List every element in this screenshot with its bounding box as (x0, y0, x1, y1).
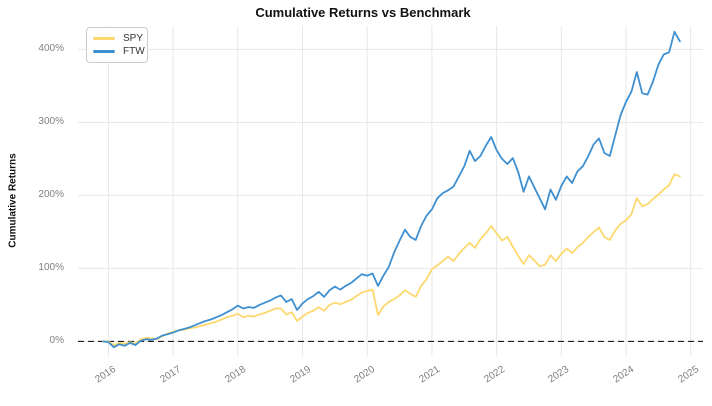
chart-title: Cumulative Returns vs Benchmark (255, 5, 471, 20)
legend-item-ftw[interactable]: FTW (93, 45, 145, 58)
y-tick-label: 300% (38, 116, 64, 128)
legend-label-ftw: FTW (123, 45, 145, 57)
y-tick-label: 200% (38, 189, 64, 201)
legend: SPY FTW (86, 27, 148, 63)
spy-line-swatch-icon (93, 37, 115, 40)
legend-label-spy: SPY (123, 32, 144, 44)
series-line-ftw (102, 30, 681, 349)
y-tick-label: 100% (38, 262, 64, 274)
y-tick-label: 0% (49, 335, 64, 347)
legend-item-spy[interactable]: SPY (93, 32, 144, 45)
series-line-spy (102, 173, 681, 346)
ftw-line-swatch-icon (93, 50, 115, 53)
y-tick-label: 400% (38, 43, 64, 55)
